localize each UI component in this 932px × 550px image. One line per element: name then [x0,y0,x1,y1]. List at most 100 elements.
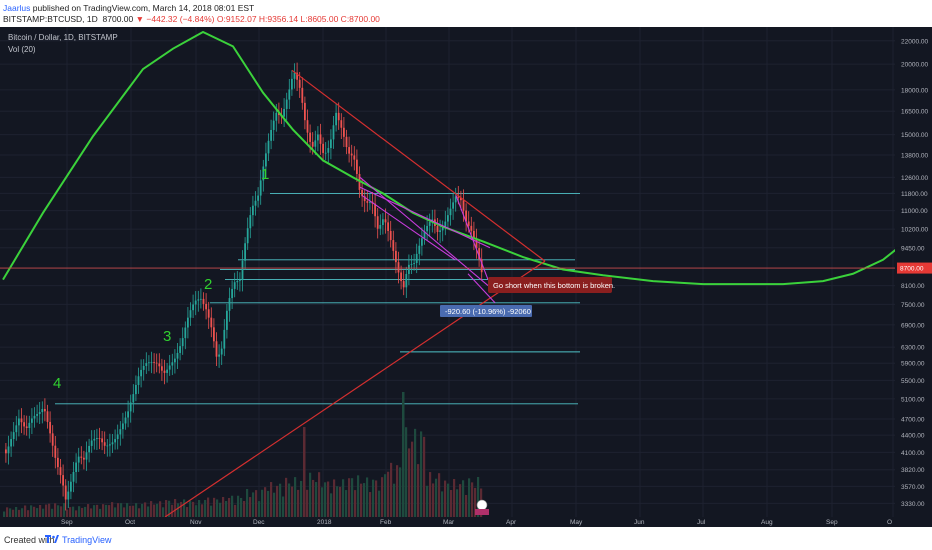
candle-body [142,365,145,370]
candle-body [129,402,132,412]
volume-bar [423,436,426,517]
candle-body [405,273,408,288]
volume-bar [171,504,174,517]
volume-bar [219,502,222,517]
candle-body [218,354,220,357]
time-tick-label: Jun [634,519,645,526]
candles [5,62,483,511]
volume-bar [252,492,255,517]
price-tick-label: 5900.00 [901,361,925,368]
volume-bar [468,478,471,517]
volume-bar [72,506,75,517]
candle-body [116,434,119,440]
volume-bar [324,482,327,517]
annotation-text: Go short when this bottom is broken. [493,281,615,290]
volume-bar [222,497,225,517]
volume-bar [474,487,477,517]
candle-body [428,221,431,226]
price-tick-label: 3330.00 [901,501,925,508]
volume-bar [231,495,234,517]
candle-body [150,362,153,363]
candle-body [111,442,114,445]
volume-bar [42,508,45,517]
time-tick-label: May [570,519,583,526]
candle-body [361,189,363,197]
volume-bar [21,508,24,517]
candle-body [205,303,207,310]
candle-body [332,125,335,140]
candle-body [462,200,465,211]
candle-body [272,120,275,130]
candle-body [46,411,49,422]
candle-body [12,432,15,440]
volume-bar [66,509,69,517]
candle-body [226,310,228,330]
candle-body [41,408,44,413]
wave-count-label: 3 [163,328,171,345]
volume-bar [177,503,180,517]
chart-header: Jaarlus published on TradingView.com, Ma… [0,0,932,27]
volume-bar [417,464,420,517]
volume-bar [258,501,261,517]
volume-bar [381,477,384,517]
volume-bar [210,505,213,517]
time-tick-label: Oct [125,519,135,526]
tradingview-link[interactable]: TradingView [62,535,112,545]
candle-body [31,418,33,423]
author-link[interactable]: Jaarlus [3,3,31,13]
candle-body [340,120,343,128]
candle-body [262,166,265,181]
wave-count-label: 1 [261,166,269,183]
candle-body [475,238,478,249]
volume-bar [69,507,72,517]
candle-body [5,449,7,454]
candle-body [270,129,272,141]
volume-bar [141,503,144,517]
candle-body [231,288,233,299]
time-tick-label: Nov [190,519,202,526]
volume-bar [453,479,456,517]
sma-curve [2,30,904,286]
candle-body [467,221,470,226]
candle-body [306,120,309,133]
volume-bar [264,487,267,517]
candle-body [213,327,215,342]
support-trendline [164,260,546,518]
grid [0,27,895,520]
time-tick-label: Sep [61,519,73,526]
candle-body [38,412,41,415]
candle-body [415,253,418,264]
volume-bar [93,505,96,517]
volume-bar [261,489,264,517]
price-tick-label: 6300.00 [901,345,925,352]
volume-bar [297,489,300,517]
volume-bar [363,483,366,517]
volume-bar [294,477,297,517]
volume-bar [447,483,450,517]
volume-bar [144,502,147,517]
candle-body [330,139,332,149]
candle-body [309,132,311,142]
channel-line [455,195,489,280]
chart-area[interactable]: 22000.00 20000.00 18000.00 16500.00 15000.00… [0,27,932,527]
candle-body [114,439,116,443]
candle-body [103,442,106,446]
volume-bar [396,465,399,517]
created-with-text: Created with [4,535,55,545]
candle-body [457,196,460,198]
volume-bar [411,441,414,517]
candle-body [215,341,218,357]
volume-bar [90,508,93,517]
candle-body [246,228,249,244]
time-axis: Sep Oct Nov Dec 2018 Feb Mar Apr May Jun Jul Aug Sep… [0,517,932,527]
volume-bar [318,472,321,517]
candle-body [291,78,293,90]
price-chart[interactable]: 22000.00 20000.00 18000.00 16500.00 15000.00… [0,27,932,527]
volume-bar [204,499,207,517]
candle-body [109,444,111,446]
candle-body [452,202,454,209]
measure-tooltip-box [440,305,532,317]
candle-body [283,108,285,117]
candle-body [350,153,353,156]
volume-bar [360,483,363,517]
